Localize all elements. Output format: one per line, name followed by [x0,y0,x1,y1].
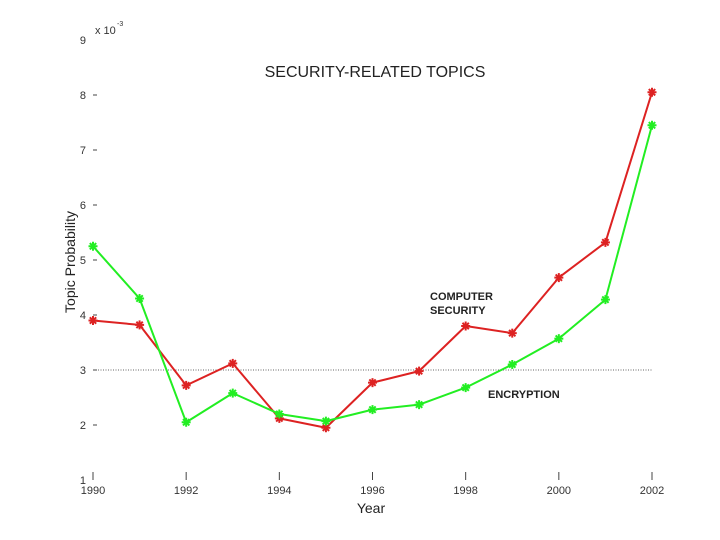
exponent-power: -3 [117,21,123,28]
x-tick-label: 2002 [640,485,664,497]
y-tick-label: 1 [80,475,86,487]
axes: 1 2 3 4 5 6 7 8 9 1990 1992 1994 1996 1998 2000 2002 [80,35,664,497]
x-tick-label: 1998 [453,485,477,497]
x-tick-label: 1994 [267,485,291,497]
data-point-encryption [135,294,145,303]
y-tick-label: 3 [80,365,86,377]
data-point-computer-security [600,237,610,247]
y-tick-label: 8 [80,90,86,102]
data-point-encryption [274,409,284,419]
annotation-computer-security-line2: SECURITY [430,305,486,317]
markers-layer [88,87,657,433]
annotation-encryption: ENCRYPTION [488,389,560,401]
y-tick-label: 4 [80,310,86,322]
data-point-computer-security [414,366,424,376]
y-tick-label: 7 [80,145,86,157]
data-point-computer-security [88,316,98,325]
x-tick-label: 2000 [547,485,571,497]
x-tick-label: 1996 [360,485,384,497]
data-point-encryption [228,388,238,398]
data-point-computer-security [181,380,191,390]
y-tick-label: 9 [80,35,86,47]
series-line-computer-security [92,91,653,429]
x-axis-label: Year [357,500,386,516]
chart-title: SECURITY-RELATED TOPICS [265,64,486,81]
data-point-computer-security [554,273,564,283]
data-point-encryption [88,241,98,251]
data-point-encryption [321,416,331,426]
data-point-encryption [600,295,610,305]
data-point-encryption [647,120,657,130]
data-point-encryption [181,417,191,427]
data-point-computer-security [135,320,145,330]
data-point-computer-security [461,321,471,331]
data-point-encryption [461,383,471,393]
data-point-computer-security [228,358,238,368]
y-axis-label: Topic Probability [62,211,78,313]
y-tick-label: 2 [80,420,86,432]
data-point-encryption [554,334,564,344]
data-point-computer-security [368,378,377,388]
data-point-encryption [368,405,377,415]
y-tick-label: 5 [80,255,86,267]
data-point-encryption [507,360,517,369]
x-tick-label: 1990 [81,485,105,497]
series-layer [92,91,653,429]
exponent-label: x 10 [95,25,116,37]
x-tick-label: 1992 [174,485,198,497]
y-tick-label: 6 [80,200,86,212]
data-point-computer-security [507,328,517,338]
annotation-computer-security-line1: COMPUTER [430,291,493,303]
data-point-encryption [414,400,424,410]
series-line-encryption [92,124,653,424]
data-point-computer-security [647,87,657,97]
